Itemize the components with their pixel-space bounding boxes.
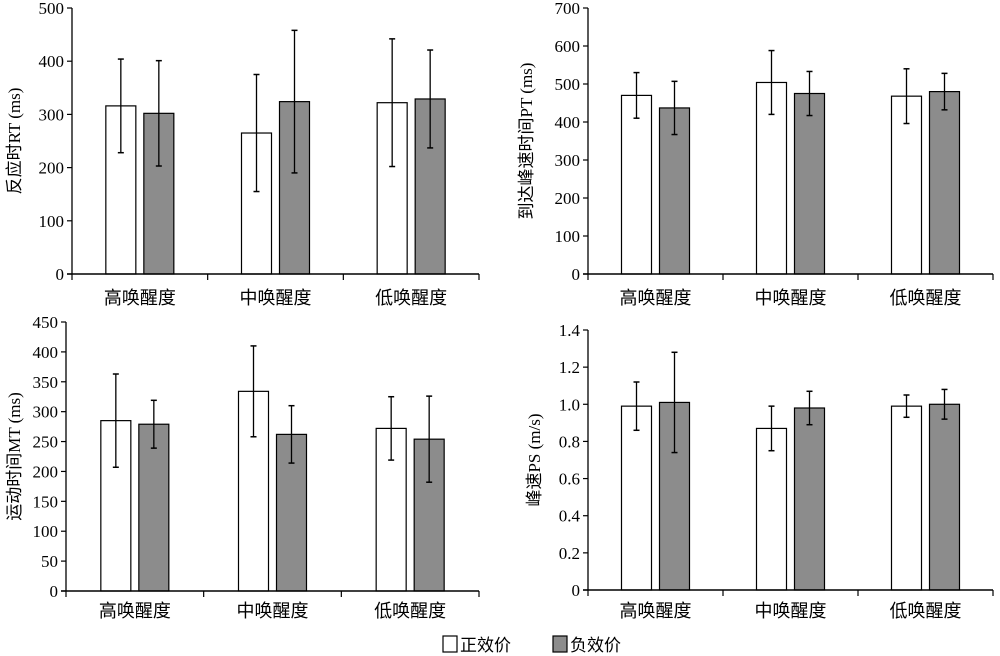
- y-tick-label: 0: [56, 265, 65, 284]
- y-tick-label: 400: [555, 113, 581, 132]
- y-tick-label: 300: [39, 105, 65, 124]
- x-category-label: 中唤醒度: [240, 288, 312, 308]
- y-tick-label: 150: [33, 492, 59, 511]
- y-tick-label: 300: [555, 151, 581, 170]
- bar-positive: [890, 405, 923, 591]
- y-tick-label: 400: [39, 52, 65, 71]
- y-tick-label: 0.6: [559, 470, 580, 489]
- bar-positive: [755, 427, 788, 591]
- chart-panel-4: 0 0.2 0.4 0.6 0.8 1.0 1.2 1.4 峰速PS (m/s) 高唤醒度 中唤醒度…: [525, 321, 994, 621]
- bar-positive: [620, 94, 653, 275]
- bar-negative: [658, 107, 691, 275]
- y-tick-label: 0: [572, 265, 581, 284]
- y-tick-label: 1.2: [559, 358, 580, 377]
- bar-negative: [138, 423, 170, 592]
- y-tick-label: 500: [555, 75, 581, 94]
- y-tick-label: 200: [39, 159, 65, 178]
- y-tick-label: 100: [39, 212, 65, 231]
- y-tick-label: 0.8: [559, 432, 580, 451]
- x-category-label: 中唤醒度: [237, 601, 309, 621]
- y-axis-label: 峰速PS (m/s): [525, 413, 544, 506]
- x-category-label: 高唤醒度: [104, 288, 176, 308]
- y-tick-label: 1.0: [559, 395, 580, 414]
- legend-label-negative: 负效价: [570, 636, 621, 655]
- bar-positive: [890, 95, 923, 275]
- y-tick-label: 50: [41, 552, 58, 571]
- y-tick-label: 0.2: [559, 544, 580, 563]
- bar-negative: [793, 92, 826, 275]
- x-category-label: 低唤醒度: [890, 288, 962, 308]
- chart-panel-3: 0 50 100 150 200 250 300 350 400 450 运动时间MT (ms) 高唤…: [5, 313, 480, 621]
- x-category-label: 高唤醒度: [620, 601, 692, 621]
- y-tick-label: 0: [572, 581, 581, 600]
- chart-panel-1: 0 100 200 300 400 500 反应时RT (ms) 高唤醒度 中唤醒度 低唤醒度: [5, 0, 480, 308]
- y-axis-label: 反应时RT (ms): [5, 88, 24, 195]
- y-axis-label: 到达峰速时间PT (ms): [517, 63, 536, 220]
- bar-negative: [928, 90, 961, 275]
- x-category-label: 低唤醒度: [890, 601, 962, 621]
- chart-panel-2: 0 100 200 300 400 500 600 700 到达峰速时间PT (ms) 高唤醒度 中…: [517, 0, 994, 308]
- y-tick-label: 300: [33, 403, 59, 422]
- x-category-label: 中唤醒度: [755, 601, 827, 621]
- bar-negative: [928, 403, 961, 591]
- bar-positive: [620, 405, 653, 591]
- x-category-label: 中唤醒度: [755, 288, 827, 308]
- legend-swatch-negative: [552, 635, 568, 653]
- x-category-label: 高唤醒度: [620, 288, 692, 308]
- y-tick-label: 500: [39, 0, 65, 18]
- x-category-label: 低唤醒度: [375, 288, 447, 308]
- legend-label-positive: 正效价: [460, 636, 511, 655]
- y-tick-label: 600: [555, 37, 581, 56]
- y-tick-label: 450: [33, 313, 59, 332]
- y-tick-label: 1.4: [559, 321, 581, 340]
- y-tick-label: 200: [555, 189, 581, 208]
- y-tick-label: 350: [33, 373, 59, 392]
- y-tick-label: 250: [33, 433, 59, 452]
- y-tick-label: 400: [33, 343, 59, 362]
- y-tick-label: 100: [33, 522, 59, 541]
- y-tick-label: 100: [555, 227, 581, 246]
- x-category-label: 高唤醒度: [99, 601, 171, 621]
- legend-swatch-positive: [442, 635, 458, 653]
- y-tick-label: 0: [50, 582, 59, 601]
- y-tick-label: 700: [555, 0, 581, 18]
- y-axis-label: 运动时间MT (ms): [5, 392, 24, 521]
- y-tick-label: 0.4: [559, 507, 581, 526]
- bar-negative: [793, 407, 826, 591]
- legend: 正效价 负效价: [442, 635, 621, 655]
- x-category-label: 低唤醒度: [374, 601, 446, 621]
- y-tick-label: 200: [33, 462, 59, 481]
